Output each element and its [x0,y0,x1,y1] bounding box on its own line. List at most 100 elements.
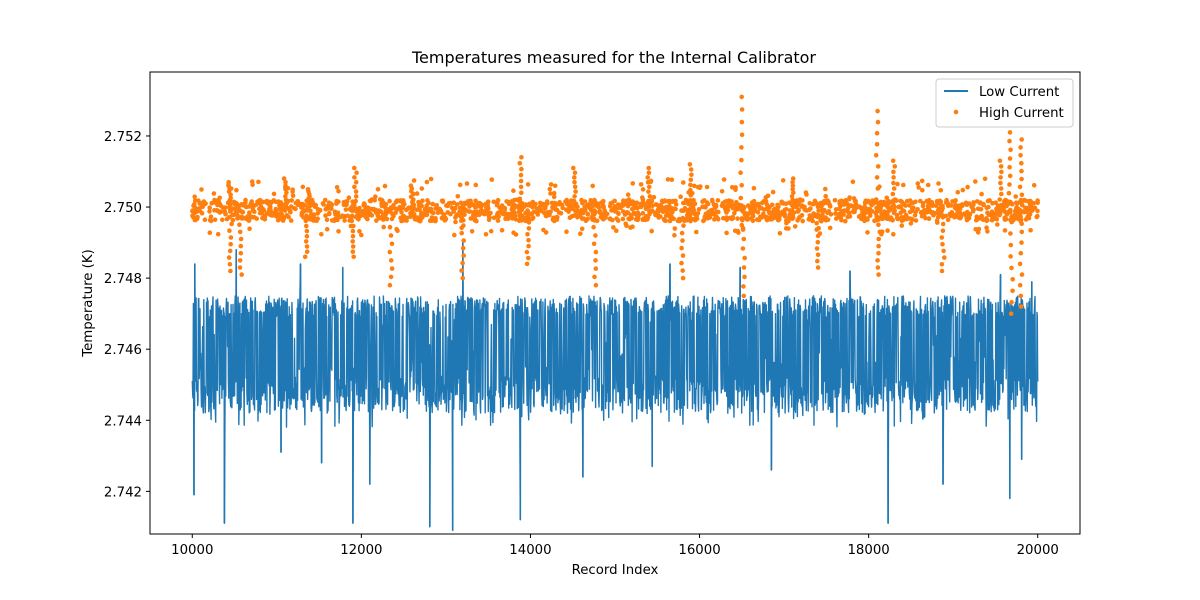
high-current-point [352,175,357,180]
high-current-point [422,206,428,212]
high-current-point [228,268,233,274]
high-current-point [1026,199,1031,204]
high-current-point [445,210,451,215]
high-current-point [525,182,531,187]
high-current-point [535,207,540,212]
high-current-point [553,202,559,207]
high-current-point [815,265,821,270]
high-current-point [299,205,304,210]
high-current-point [839,208,844,214]
high-current-point [703,211,709,217]
high-current-point [483,232,489,237]
high-current-point [290,187,296,192]
high-current-point [635,205,640,211]
high-current-point [854,205,859,211]
high-current-point [499,228,505,233]
high-current-point [681,200,686,206]
high-current-point [431,210,436,216]
high-current-point [790,197,795,203]
high-current-point [765,193,771,199]
high-current-point [815,239,821,245]
high-current-point [740,227,746,232]
high-current-point [215,202,220,208]
high-current-point [750,218,756,224]
high-current-point [985,229,990,234]
high-current-point [524,249,530,255]
high-current-point [625,201,630,206]
high-current-point [506,201,512,207]
high-current-point [324,217,330,223]
high-current-point [351,254,357,260]
high-current-point [214,208,220,213]
high-current-point [254,202,259,207]
high-current-point [530,199,536,205]
high-current-point [579,226,585,232]
high-current-point [892,164,898,169]
high-current-point [939,262,945,267]
high-current-point [288,204,294,209]
high-current-point [626,197,632,202]
high-current-point [926,208,932,213]
high-current-point [789,194,795,199]
high-current-point [564,207,569,212]
high-current-point [721,215,726,221]
high-current-point [223,211,228,217]
high-current-point [1035,208,1040,214]
high-current-point [966,201,972,206]
high-current-point [551,190,557,196]
high-current-point [643,203,648,208]
x-axis-label: Record Index [572,563,659,578]
high-current-point [615,218,621,223]
high-current-point [877,215,882,220]
high-current-point [387,224,393,230]
high-current-point [208,214,214,219]
high-current-point [247,226,252,232]
high-current-point [783,226,789,231]
high-current-point [681,180,686,185]
high-current-point [231,212,237,217]
high-current-point [994,206,999,212]
high-current-point [1018,250,1024,256]
high-current-point [300,184,306,190]
high-current-point [812,198,818,204]
high-current-point [230,217,236,223]
high-current-point [680,238,685,243]
high-current-point [342,218,347,223]
high-current-point [235,202,240,207]
high-current-point [550,217,556,222]
high-current-point [732,228,738,234]
high-current-point [312,216,318,222]
high-current-point [984,225,989,230]
high-current-point [430,201,436,207]
high-current-point [1035,200,1040,205]
high-current-point [288,209,293,215]
high-current-point [324,226,330,232]
high-current-point [483,201,489,207]
high-current-point [489,177,495,182]
x-tick-label: 20000 [1017,543,1059,558]
high-current-point [997,158,1003,164]
high-current-point [982,176,988,182]
high-current-point [846,211,852,216]
high-current-point [882,209,887,214]
high-current-point [220,217,225,223]
high-current-point [234,187,239,193]
high-current-point [207,205,212,210]
high-current-point [353,194,359,199]
high-current-point [423,212,429,218]
high-current-point [753,203,759,208]
high-current-point [1009,299,1014,305]
high-current-point [735,216,740,221]
high-current-point [398,215,403,221]
high-current-point [626,216,631,222]
high-current-point [461,223,466,228]
high-current-point [601,204,606,210]
high-current-point [460,204,466,209]
high-current-point [228,235,234,240]
high-current-point [659,198,665,204]
high-current-point [875,186,881,191]
high-current-point [624,223,629,228]
high-current-point [474,209,480,214]
high-current-point [192,194,197,199]
high-current-point [948,213,953,219]
